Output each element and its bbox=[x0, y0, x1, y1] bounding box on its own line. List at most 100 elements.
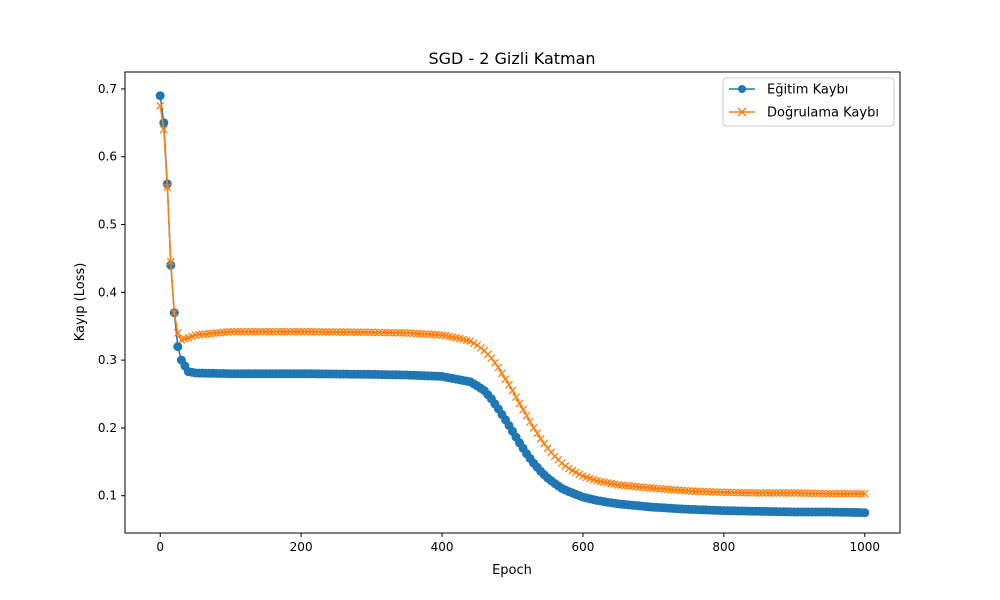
data-point bbox=[342, 328, 351, 337]
data-point bbox=[321, 327, 330, 336]
data-point bbox=[846, 489, 855, 498]
data-point bbox=[733, 488, 742, 497]
data-point bbox=[155, 91, 165, 101]
data-point bbox=[237, 327, 246, 336]
data-point bbox=[332, 328, 341, 336]
data-point bbox=[170, 308, 179, 317]
x-tick-label: 400 bbox=[431, 540, 454, 554]
data-point bbox=[272, 327, 281, 336]
y-tick-label: 0.2 bbox=[98, 421, 117, 435]
y-tick-label: 0.1 bbox=[98, 489, 117, 503]
data-point bbox=[804, 489, 813, 498]
data-point bbox=[166, 257, 175, 266]
data-point bbox=[427, 330, 436, 339]
y-axis-label: Kayıp (Loss) bbox=[73, 263, 88, 342]
data-point bbox=[318, 327, 327, 336]
data-point bbox=[159, 118, 169, 128]
data-point bbox=[832, 489, 841, 498]
data-point bbox=[159, 125, 168, 134]
x-axis-label: Epoch bbox=[492, 563, 532, 578]
x-axis: 0 200 400 600 800 1000 bbox=[156, 533, 880, 554]
data-point bbox=[350, 328, 358, 337]
data-point bbox=[494, 363, 503, 372]
data-point bbox=[381, 328, 390, 337]
data-point bbox=[536, 434, 545, 443]
series-val bbox=[156, 101, 869, 498]
data-point bbox=[392, 328, 401, 337]
data-point bbox=[304, 327, 313, 336]
data-point bbox=[709, 487, 718, 496]
data-point bbox=[818, 489, 827, 498]
data-point bbox=[719, 488, 728, 497]
data-point bbox=[399, 328, 408, 337]
legend-val-marker bbox=[737, 107, 747, 117]
data-point bbox=[420, 330, 429, 338]
legend-train-marker bbox=[738, 85, 746, 93]
data-point bbox=[698, 487, 707, 496]
data-point bbox=[776, 489, 785, 497]
data-point bbox=[402, 329, 411, 337]
data-point bbox=[335, 328, 344, 336]
y-tick-label: 0.3 bbox=[98, 353, 117, 367]
data-point bbox=[508, 386, 517, 395]
data-point bbox=[726, 488, 735, 497]
data-point bbox=[497, 369, 506, 378]
data-point bbox=[762, 489, 771, 497]
data-point bbox=[744, 488, 753, 497]
data-point bbox=[702, 487, 711, 496]
data-point bbox=[505, 380, 513, 389]
data-point bbox=[353, 328, 362, 337]
data-point bbox=[772, 489, 781, 497]
legend-val-label: Doğrulama Kaybı bbox=[767, 106, 879, 121]
data-point bbox=[529, 423, 538, 432]
data-point bbox=[357, 328, 365, 337]
data-point bbox=[850, 489, 859, 498]
y-tick-label: 0.4 bbox=[98, 285, 117, 299]
data-point bbox=[836, 489, 845, 498]
data-point bbox=[339, 328, 348, 337]
data-point bbox=[843, 489, 852, 498]
data-point bbox=[423, 330, 432, 339]
data-point bbox=[797, 489, 806, 498]
data-point bbox=[388, 328, 397, 337]
chart-title: SGD - 2 Gizli Katman bbox=[428, 49, 595, 68]
data-point bbox=[533, 429, 542, 438]
data-point bbox=[786, 489, 795, 497]
data-point bbox=[829, 489, 838, 498]
data-point bbox=[822, 489, 830, 498]
data-point bbox=[705, 487, 714, 496]
y-tick-label: 0.6 bbox=[98, 150, 117, 164]
data-point bbox=[783, 489, 792, 497]
data-point bbox=[487, 354, 496, 363]
data-point bbox=[413, 329, 422, 338]
data-point bbox=[276, 327, 284, 336]
data-point bbox=[815, 489, 823, 498]
data-point bbox=[173, 329, 182, 337]
data-point bbox=[712, 488, 721, 497]
data-point bbox=[230, 327, 239, 336]
series-markers bbox=[156, 101, 869, 498]
plot-area bbox=[125, 72, 900, 533]
series-layer bbox=[155, 91, 870, 518]
data-point bbox=[311, 327, 320, 336]
x-tick-label: 0 bbox=[156, 540, 164, 554]
y-tick-label: 0.7 bbox=[98, 82, 117, 96]
data-point bbox=[364, 328, 373, 337]
data-point bbox=[765, 489, 774, 497]
data-point bbox=[691, 487, 700, 496]
data-point bbox=[758, 489, 767, 497]
plot-frame bbox=[124, 71, 901, 534]
series-markers bbox=[155, 91, 870, 518]
data-point bbox=[526, 417, 535, 426]
data-point bbox=[226, 327, 235, 336]
data-point bbox=[346, 328, 355, 337]
data-point bbox=[807, 489, 816, 498]
data-point bbox=[325, 327, 334, 336]
x-tick-label: 800 bbox=[712, 540, 735, 554]
data-point bbox=[860, 489, 869, 498]
data-point bbox=[328, 327, 337, 336]
data-point bbox=[156, 101, 165, 110]
data-point bbox=[258, 327, 267, 336]
data-point bbox=[811, 489, 820, 498]
data-point bbox=[416, 329, 425, 338]
